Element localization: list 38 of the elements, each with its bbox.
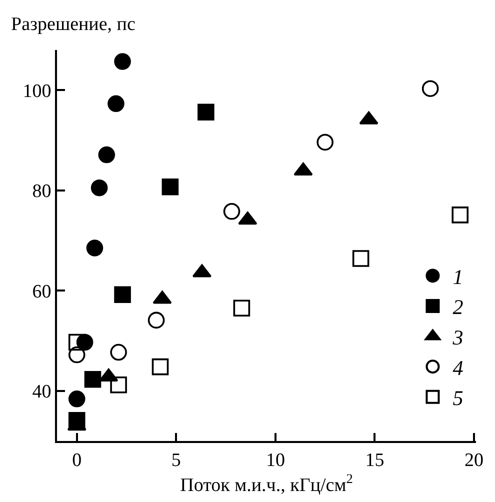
point [223, 203, 240, 220]
point [84, 370, 102, 388]
x-tick-label: 15 [365, 450, 384, 471]
y-tick-label: 40 [32, 382, 52, 403]
point [114, 53, 131, 70]
point [452, 206, 469, 224]
point [68, 346, 86, 364]
y-axis-title: Разрешение, пс [11, 14, 136, 35]
point [90, 179, 108, 196]
point [422, 80, 439, 97]
point [98, 146, 116, 164]
point [316, 134, 334, 151]
x-tick-label: 20 [464, 450, 484, 471]
x-tick-label: 5 [171, 450, 181, 471]
point [152, 358, 169, 376]
x-tick-label: 10 [266, 450, 285, 471]
legend-label: 1 [452, 264, 464, 289]
legend-label: 2 [452, 295, 464, 320]
legend-label: 5 [452, 386, 464, 410]
point [86, 240, 104, 256]
y-tick-label: 60 [32, 281, 52, 302]
point [162, 178, 179, 196]
point [233, 300, 250, 317]
point [114, 286, 131, 304]
y-tick-label: 100 [22, 80, 52, 102]
point [198, 104, 214, 121]
point [352, 250, 370, 267]
point [68, 390, 86, 408]
point [108, 95, 124, 112]
legend-label: 4 [452, 356, 464, 380]
x-tick-label: 0 [72, 450, 82, 471]
x-axis-title: Поток м.и.ч., кГц/см$^{2}$ [180, 470, 353, 496]
legend-label: 3 [452, 325, 464, 350]
y-tick-label: 80 [32, 181, 52, 202]
point [148, 312, 165, 329]
point [110, 376, 127, 394]
point [110, 344, 127, 361]
point [68, 334, 86, 351]
